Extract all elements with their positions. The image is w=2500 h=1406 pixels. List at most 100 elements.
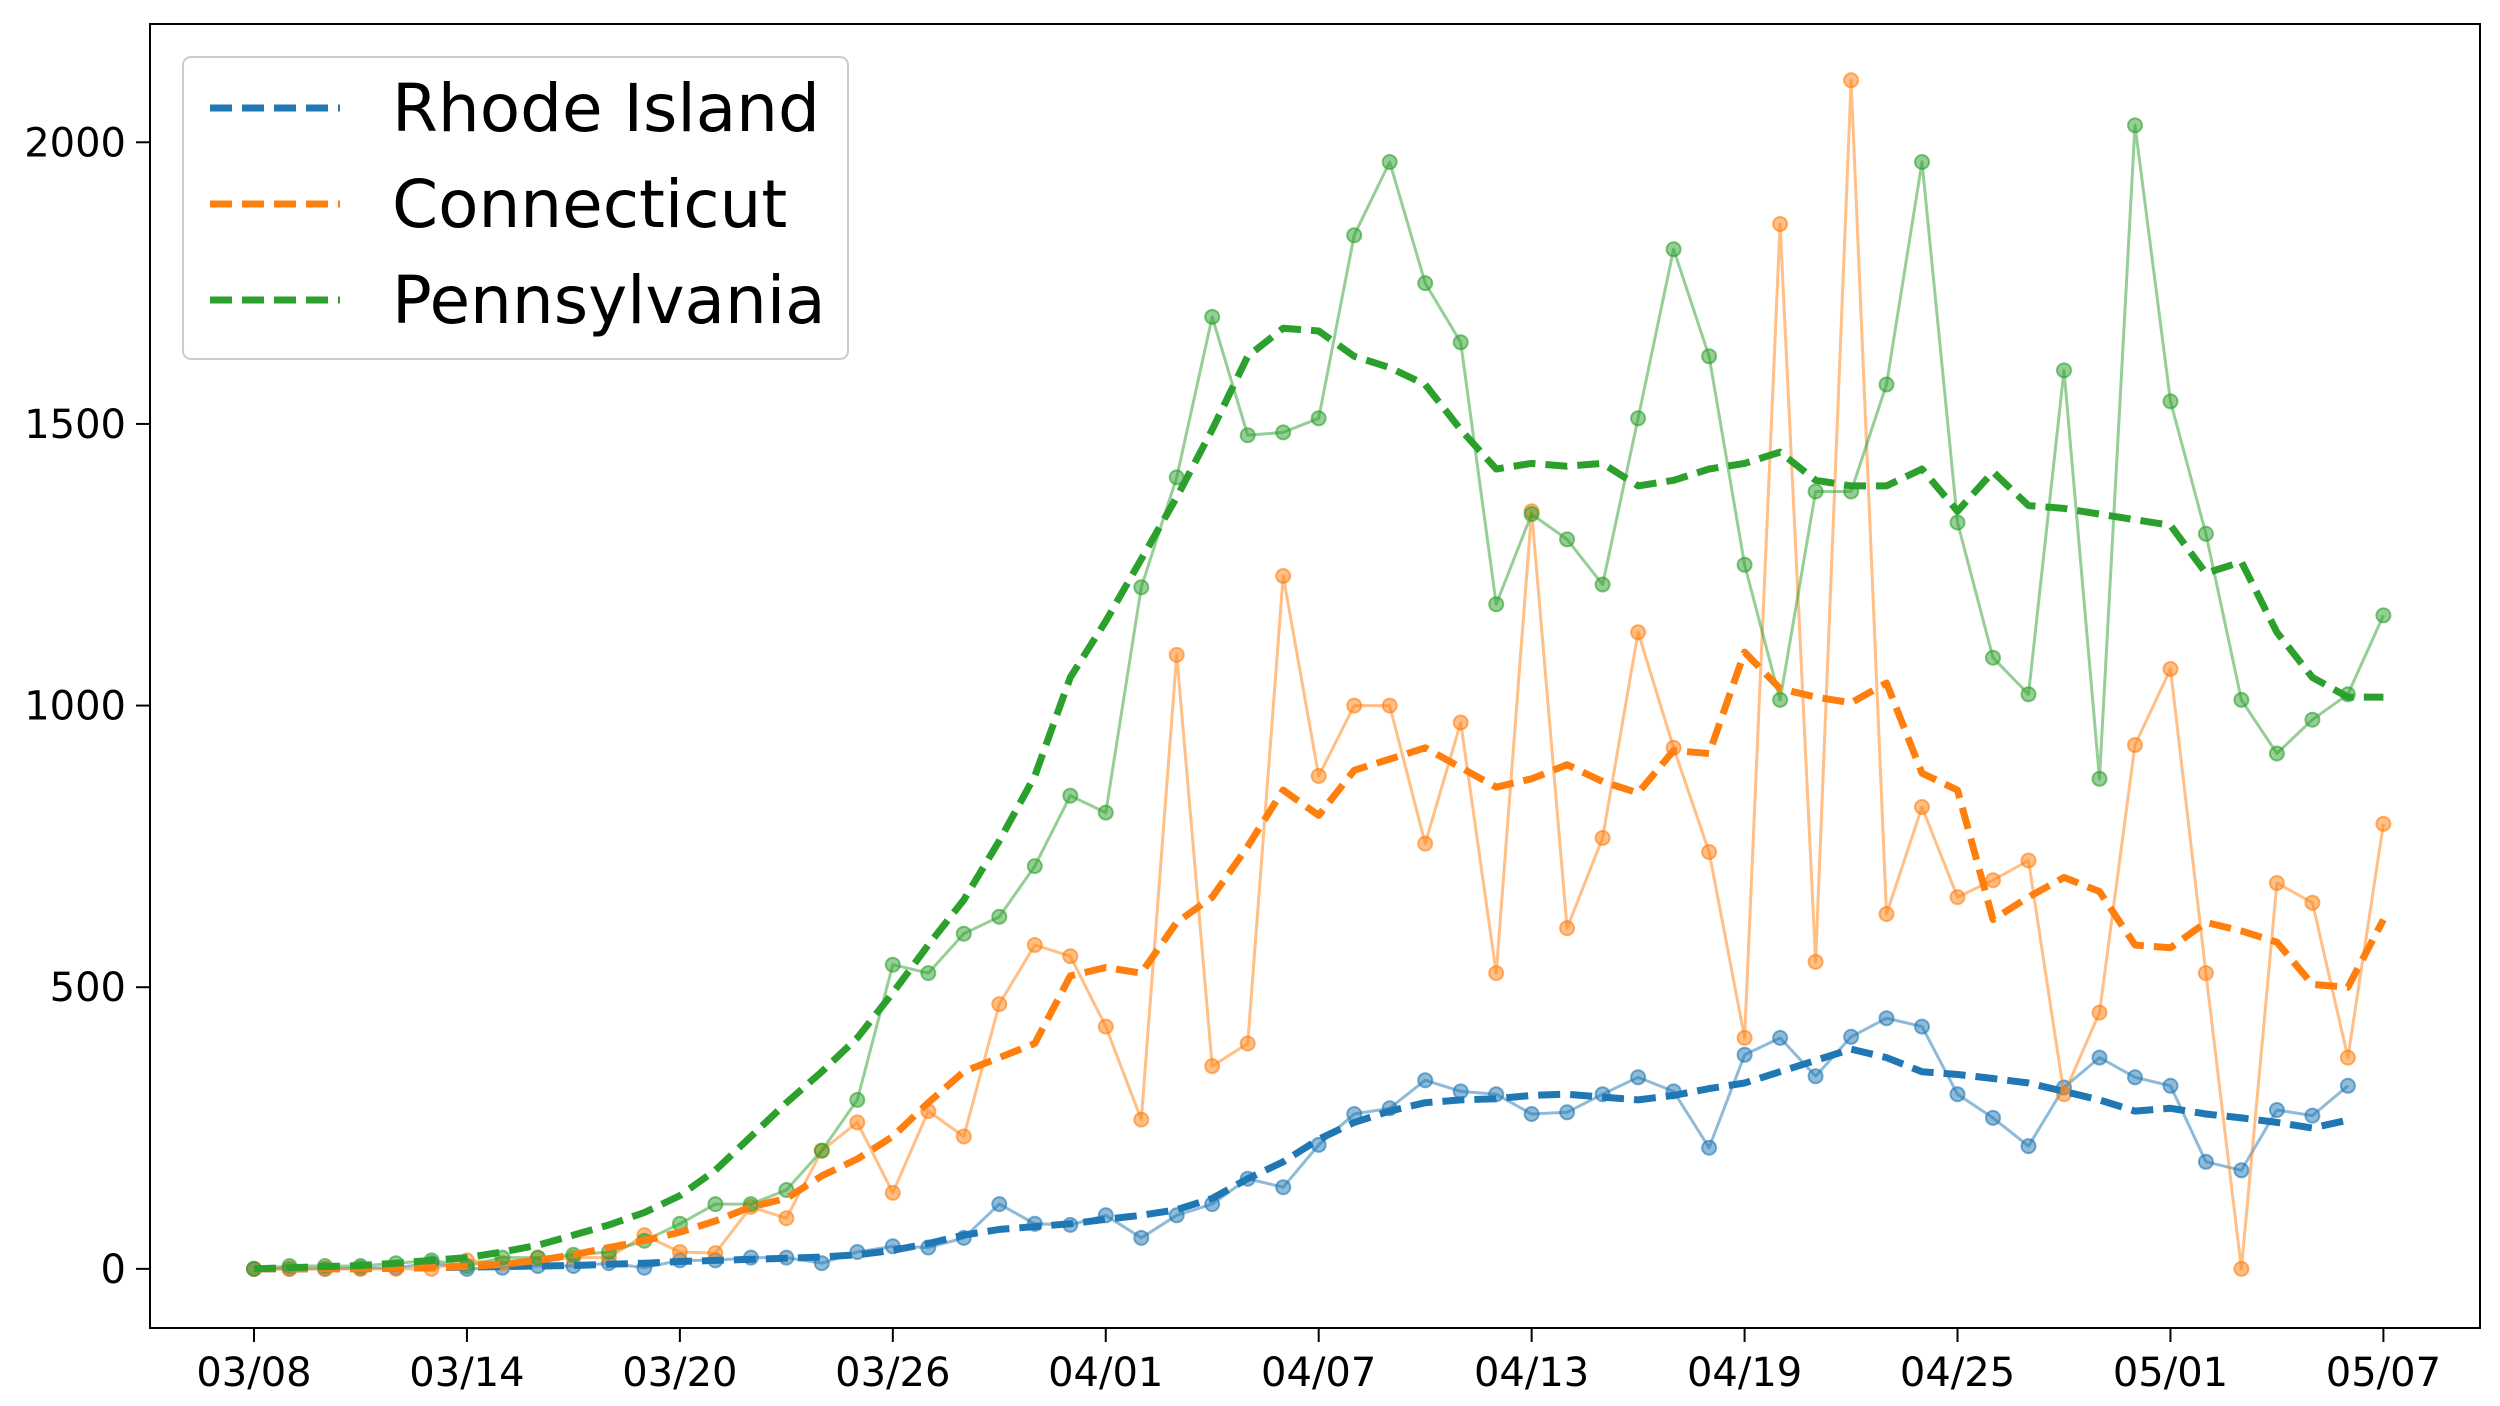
data-point-connecticut: [2127, 737, 2143, 753]
data-point-connecticut: [1630, 624, 1647, 641]
data-point-connecticut: [1914, 799, 1930, 815]
data-point-pennsylvania: [1949, 514, 1966, 531]
data-point-pennsylvania: [991, 908, 1008, 925]
data-point-rhode-island: [991, 1196, 1008, 1213]
data-point-connecticut: [1772, 216, 1789, 232]
data-point-pennsylvania: [2056, 362, 2072, 379]
avg-line-pennsylvania: [253, 324, 2384, 1273]
y-tick-label: 1500: [24, 402, 126, 448]
data-point-pennsylvania: [884, 956, 901, 973]
data-point-pennsylvania: [1310, 410, 1327, 427]
data-point-connecticut: [1878, 906, 1895, 922]
data-point-rhode-island: [2162, 1077, 2179, 1094]
data-point-pennsylvania: [1275, 424, 1292, 441]
data-point-pennsylvania: [1204, 308, 1221, 325]
data-point-pennsylvania: [1807, 483, 1824, 500]
data-point-pennsylvania: [1772, 691, 1789, 708]
data-point-pennsylvania: [1701, 348, 1718, 365]
x-tick-label: 04/13: [1474, 1350, 1589, 1396]
data-point-pennsylvania: [849, 1091, 866, 1108]
x-tick-label: 04/07: [1261, 1350, 1376, 1396]
data-point-pennsylvania: [1381, 154, 1398, 170]
data-point-connecticut: [1736, 1029, 1753, 1046]
data-point-connecticut: [2197, 965, 2214, 982]
data-point-connecticut: [1559, 920, 1576, 937]
data-point-connecticut: [1275, 568, 1292, 584]
data-point-connecticut: [1133, 1111, 1150, 1128]
data-point-connecticut: [1701, 844, 1718, 860]
data-point-connecticut: [1097, 1018, 1114, 1035]
data-point-rhode-island: [2304, 1107, 2321, 1124]
data-point-pennsylvania: [1452, 334, 1469, 351]
data-point-pennsylvania: [1239, 427, 1256, 444]
data-point-pennsylvania: [1559, 531, 1576, 548]
data-point-connecticut: [1417, 835, 1434, 852]
data-point-pennsylvania: [2233, 691, 2250, 708]
legend: Rhode Island Connecticut Pennsylvania: [182, 56, 849, 360]
data-point-connecticut: [2162, 661, 2179, 677]
data-point-pennsylvania: [1523, 506, 1540, 523]
x-tick-label: 03/20: [622, 1350, 737, 1396]
data-point-connecticut: [1452, 714, 1469, 731]
avg-line-connecticut: [254, 648, 2387, 1273]
data-point-pennsylvania: [707, 1196, 724, 1213]
x-tick-label: 03/26: [835, 1350, 950, 1396]
data-point-rhode-island: [1985, 1109, 2001, 1126]
data-point-rhode-island: [1452, 1083, 1469, 1100]
data-point-rhode-island: [1275, 1179, 1292, 1196]
data-point-pennsylvania: [2197, 525, 2214, 542]
data-point-rhode-island: [1417, 1072, 1434, 1089]
data-point-rhode-island: [2020, 1138, 2037, 1155]
data-point-pennsylvania: [1665, 241, 1682, 258]
y-tick-label: 0: [101, 1247, 126, 1293]
data-point-rhode-island: [2233, 1162, 2250, 1179]
data-point-connecticut: [2339, 1049, 2356, 1066]
data-point-rhode-island: [1523, 1106, 1540, 1122]
x-tick-label: 04/01: [1048, 1350, 1163, 1396]
data-point-connecticut: [2233, 1260, 2250, 1277]
data-point-pennsylvania: [2268, 745, 2285, 762]
data-point-connecticut: [1594, 829, 1611, 846]
data-point-connecticut: [2375, 815, 2392, 832]
data-point-pennsylvania: [1985, 649, 2001, 666]
y-tick-label: 500: [50, 965, 126, 1011]
data-point-connecticut: [2091, 1004, 2108, 1021]
data-point-pennsylvania: [1594, 576, 1611, 593]
data-point-pennsylvania: [2020, 686, 2037, 703]
data-point-connecticut: [1239, 1035, 1256, 1052]
data-point-pennsylvania: [955, 925, 972, 942]
data-point-rhode-island: [1949, 1086, 1966, 1103]
data-point-connecticut: [1204, 1058, 1221, 1075]
data-point-rhode-island: [2127, 1069, 2143, 1086]
data-point-rhode-island: [1772, 1029, 1789, 1046]
data-point-connecticut: [1985, 872, 2001, 889]
data-point-rhode-island: [1559, 1104, 1576, 1121]
data-point-connecticut: [2268, 875, 2285, 891]
legend-label-rhode-island: Rhode Island: [392, 70, 820, 147]
data-point-connecticut: [2020, 852, 2037, 869]
data-point-pennsylvania: [1630, 410, 1647, 427]
data-point-connecticut: [671, 1244, 688, 1260]
data-point-connecticut: [849, 1114, 866, 1131]
data-point-connecticut: [1949, 889, 1966, 906]
data-point-connecticut: [1062, 948, 1079, 965]
data-point-rhode-island: [1133, 1229, 1150, 1246]
series-layer: [246, 72, 2392, 1277]
data-point-rhode-island: [1914, 1018, 1930, 1035]
plot-frame: [149, 23, 2481, 1329]
data-point-rhode-island: [2339, 1077, 2356, 1094]
x-tick-label: 04/19: [1687, 1350, 1802, 1396]
data-point-connecticut: [778, 1210, 795, 1227]
data-point-pennsylvania: [2375, 607, 2392, 624]
data-point-rhode-island: [2268, 1102, 2285, 1118]
data-point-rhode-island: [1878, 1010, 1895, 1027]
data-point-pennsylvania: [2162, 393, 2179, 410]
data-point-rhode-island: [1843, 1028, 1860, 1045]
data-point-pennsylvania: [1026, 858, 1043, 875]
data-point-connecticut: [1488, 965, 1505, 982]
data-point-pennsylvania: [1488, 596, 1505, 613]
data-point-connecticut: [955, 1128, 972, 1145]
data-point-pennsylvania: [813, 1142, 830, 1159]
avg-line-rhode-island: [254, 1045, 2349, 1273]
